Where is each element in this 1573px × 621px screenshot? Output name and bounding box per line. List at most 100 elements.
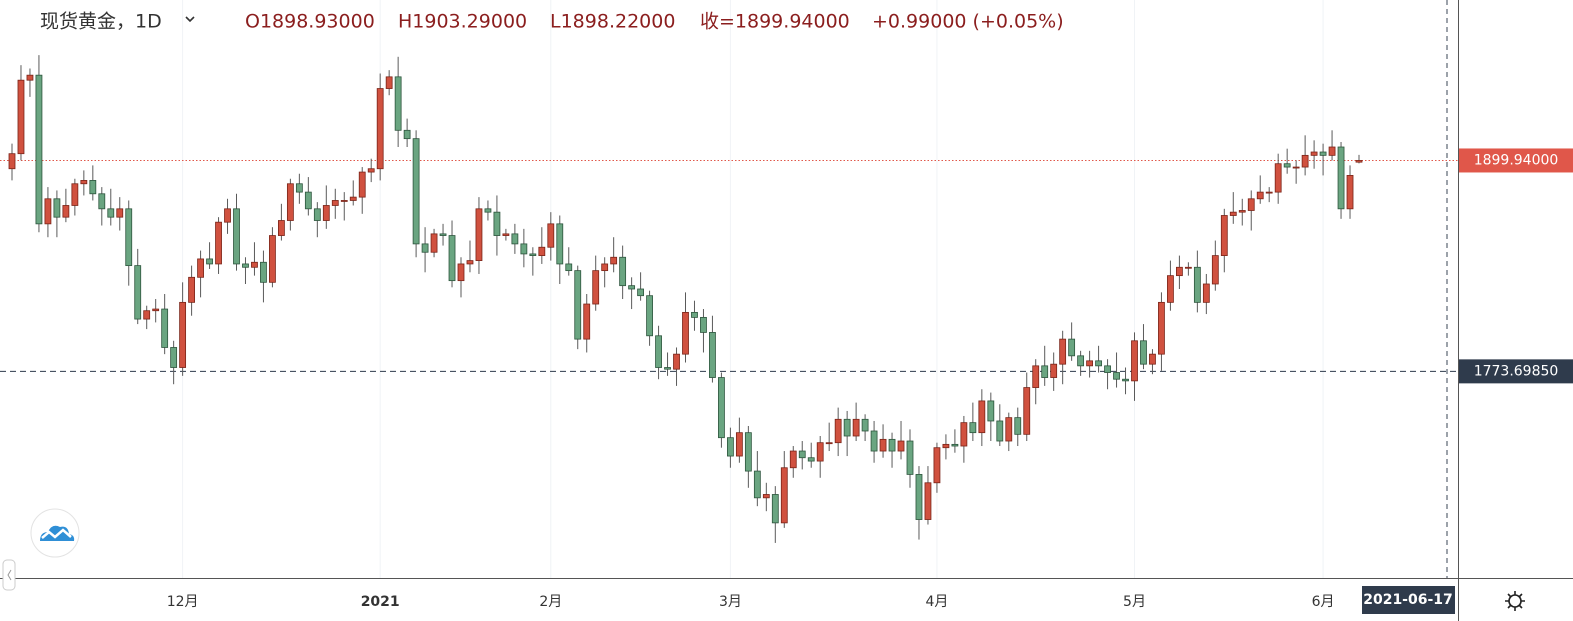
candle-body <box>1337 146 1345 210</box>
candle-body <box>1229 211 1237 216</box>
candle-body <box>358 171 366 198</box>
candle-body <box>691 311 698 318</box>
candle-body <box>1328 146 1336 156</box>
low-value: L1898.22000 <box>550 11 675 33</box>
candle-body <box>80 180 88 185</box>
candle-body <box>394 76 402 131</box>
x-tick-label: 3月 <box>719 594 742 610</box>
settings-teeth[interactable] <box>1505 591 1525 611</box>
candle-body <box>709 332 716 378</box>
axis-labels: 2000.00000 12月 2021 2月 3月 4月 5月 6月 1899.94000 177… <box>167 0 1573 610</box>
symbol[interactable]: 现货黄金，1D <box>40 11 162 33</box>
candle-body <box>1319 151 1327 156</box>
candle-body <box>592 270 600 305</box>
candle-body <box>403 129 411 140</box>
candle-body <box>206 258 213 265</box>
candle-body <box>753 470 761 499</box>
candle-body <box>718 377 725 439</box>
price-lines <box>0 159 1458 372</box>
candle-body <box>349 196 357 201</box>
candle-body <box>322 205 330 221</box>
candle-body <box>933 447 941 484</box>
candle-body <box>412 138 420 245</box>
candle-body <box>286 183 294 221</box>
candle-body <box>1355 160 1363 163</box>
cursor-date-tag: 2021-06-17 <box>1362 586 1455 614</box>
candle-body <box>152 308 160 312</box>
candle-body <box>628 285 636 290</box>
candle-body <box>1167 275 1174 303</box>
candle-body <box>1346 175 1354 210</box>
close-value: 收=1899.94000 <box>700 11 850 33</box>
candle-body <box>251 261 258 268</box>
candle-body <box>116 208 124 218</box>
candle-body <box>852 418 860 437</box>
candle-body <box>421 243 429 253</box>
candle-body <box>1265 191 1273 194</box>
candle-body <box>484 208 492 213</box>
logo[interactable] <box>30 508 80 558</box>
candle-body <box>924 482 932 520</box>
candle-body <box>861 418 869 432</box>
candle-body <box>915 474 923 520</box>
candle-body <box>71 183 79 206</box>
candle-body <box>304 191 312 210</box>
candle-body <box>439 233 447 236</box>
x-tick-label: 6月 <box>1312 594 1335 610</box>
candle-body <box>502 233 510 236</box>
candle-body <box>224 208 231 223</box>
candle-body <box>1176 266 1183 277</box>
cursor-date: 2021-06-17 <box>1363 592 1453 608</box>
settings[interactable] <box>1505 591 1525 611</box>
candle-body <box>969 422 977 434</box>
candle-body <box>197 258 204 278</box>
candle-body <box>161 308 169 348</box>
candle-body <box>466 260 474 265</box>
candle-body <box>1095 360 1102 367</box>
candle-body <box>44 198 52 225</box>
collapse-arrow[interactable] <box>7 569 12 581</box>
candle-body <box>547 223 555 248</box>
logo-line[interactable] <box>41 528 72 539</box>
candle-body <box>170 347 178 368</box>
candle-body <box>735 432 743 457</box>
candle-body <box>673 353 680 370</box>
candle-body <box>655 335 662 368</box>
candle-body <box>511 233 519 245</box>
candle-body <box>313 208 321 221</box>
high-value: H1903.29000 <box>398 11 527 33</box>
candle-body <box>430 233 438 253</box>
collapse-handle[interactable] <box>2 559 16 591</box>
price-tag: 1899.94000 <box>1474 152 1559 168</box>
candle-body <box>574 270 582 340</box>
candle-body <box>1158 301 1165 355</box>
candle-body <box>1247 198 1255 211</box>
candle-body <box>1149 353 1156 365</box>
candle-body <box>538 246 546 256</box>
candle-body <box>457 263 465 282</box>
candle-body <box>646 295 653 337</box>
candle-body <box>1301 154 1309 168</box>
candle-body <box>906 440 914 475</box>
candle-body <box>1184 266 1192 269</box>
candle-body <box>1131 340 1138 382</box>
candle-body <box>331 200 339 206</box>
candle-body <box>233 208 240 265</box>
price-tag-bg <box>1459 359 1573 384</box>
candle-body <box>520 243 528 255</box>
candle-body <box>637 288 644 297</box>
candle-body <box>493 211 501 236</box>
price-tag: 1773.69850 <box>1474 363 1559 379</box>
x-tick-label: 2月 <box>539 594 562 610</box>
candle-body <box>98 193 106 210</box>
logo-cloud[interactable] <box>40 525 75 541</box>
symbol-dropdown[interactable] <box>185 16 195 23</box>
candle-body <box>1050 363 1058 378</box>
candle-body <box>870 430 878 452</box>
candle-body <box>1274 163 1282 193</box>
candle-body <box>1005 417 1013 442</box>
candle-body <box>1238 210 1246 213</box>
x-tick-label: 2021 <box>361 594 400 610</box>
candle-body <box>1068 338 1076 357</box>
